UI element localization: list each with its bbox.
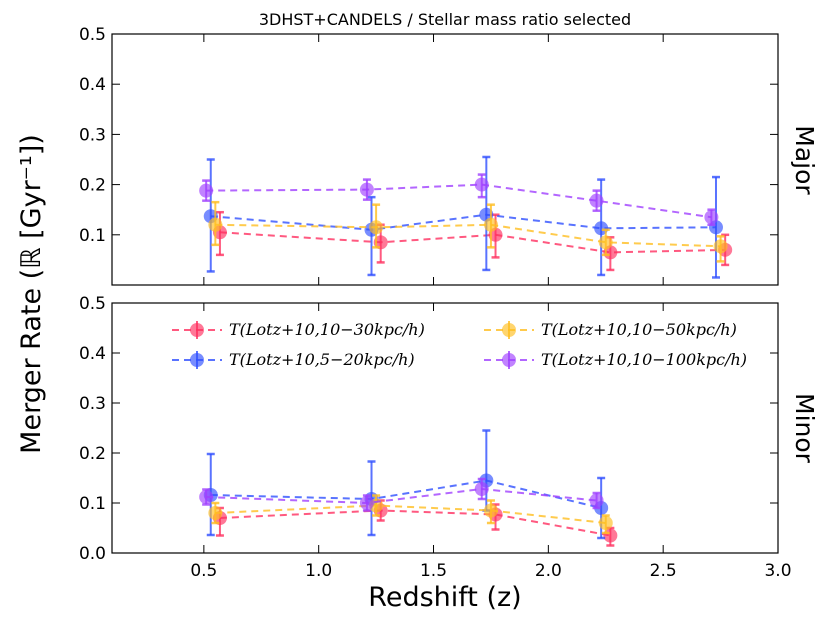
y-axis-label: Merger Rate (ℝ [Gyr⁻¹]): [16, 134, 47, 454]
data-point: [474, 177, 489, 192]
y-tick-label: 0.4: [79, 344, 106, 364]
legend-marker: [502, 323, 516, 337]
data-point: [208, 506, 223, 520]
x-axis-label: Redshift (z): [368, 582, 521, 613]
data-point: [208, 217, 223, 232]
data-point: [373, 235, 388, 250]
x-tick-label: 2.0: [535, 561, 562, 581]
y-tick-label: 0.0: [79, 544, 106, 564]
x-tick-label: 1.0: [305, 561, 332, 581]
y-tick-label: 0.2: [79, 176, 106, 196]
data-point: [483, 217, 498, 232]
legend-label: T(Lotz+10,10−100kpc/h): [541, 350, 747, 369]
minor-panel: 0.5 1.0 1.5 2.0 2.5 3.0 0.0 0.1 0.2 0.3 0.4 0.5 Mino…: [79, 294, 819, 581]
data-point: [589, 193, 604, 208]
legend-marker: [190, 323, 204, 337]
data-point: [594, 221, 609, 236]
major-panel: 0.1 0.2 0.3 0.4 0.5 Major: [79, 25, 819, 286]
x-tick-label: 3.0: [764, 561, 791, 581]
series-line: [206, 183, 712, 219]
plot-frame: [111, 33, 779, 286]
y-tick-label: 0.3: [79, 125, 106, 145]
legend-marker: [502, 353, 516, 367]
panel-label: Major: [790, 125, 819, 195]
data-point: [474, 482, 489, 496]
legend-label: T(Lotz+10,5−20kpc/h): [229, 350, 415, 369]
data-point: [704, 210, 719, 225]
data-point: [483, 503, 498, 518]
series-line: [206, 487, 597, 505]
data-point: [359, 182, 374, 197]
x-tick-label: 1.5: [420, 561, 447, 581]
y-tick-label: 0.3: [79, 394, 106, 414]
data-point: [199, 183, 214, 198]
y-tick-label: 0.2: [79, 444, 106, 464]
plot-frame: [111, 302, 779, 554]
data-point: [589, 493, 604, 508]
y-tick-label: 0.5: [79, 294, 106, 314]
chart-title: 3DHST+CANDELS / Stellar mass ratio selec…: [259, 10, 631, 29]
data-point: [369, 220, 384, 235]
legend-marker: [190, 353, 204, 367]
data-point: [598, 516, 613, 530]
legend-label: T(Lotz+10,10−50kpc/h): [541, 320, 737, 339]
series-line: [219, 509, 611, 537]
y-tick-label: 0.5: [79, 25, 106, 45]
series-line: [219, 231, 726, 254]
data-point: [598, 235, 613, 250]
panel-label: Minor: [790, 393, 819, 464]
data-point: [713, 239, 728, 254]
data-point: [359, 496, 374, 510]
legend: T(Lotz+10,10−30kpc/h) T(Lotz+10,10−50kpc/…: [172, 320, 747, 369]
x-tick-label: 2.5: [650, 561, 677, 581]
x-tick-label: 0.5: [190, 561, 217, 581]
series-line: [210, 213, 717, 231]
y-tick-label: 0.4: [79, 75, 106, 95]
y-tick-label: 0.1: [79, 226, 106, 246]
legend-label: T(Lotz+10,10−30kpc/h): [229, 320, 425, 339]
y-tick-label: 0.1: [79, 494, 106, 514]
series-line: [215, 504, 606, 524]
data-point: [199, 490, 214, 504]
